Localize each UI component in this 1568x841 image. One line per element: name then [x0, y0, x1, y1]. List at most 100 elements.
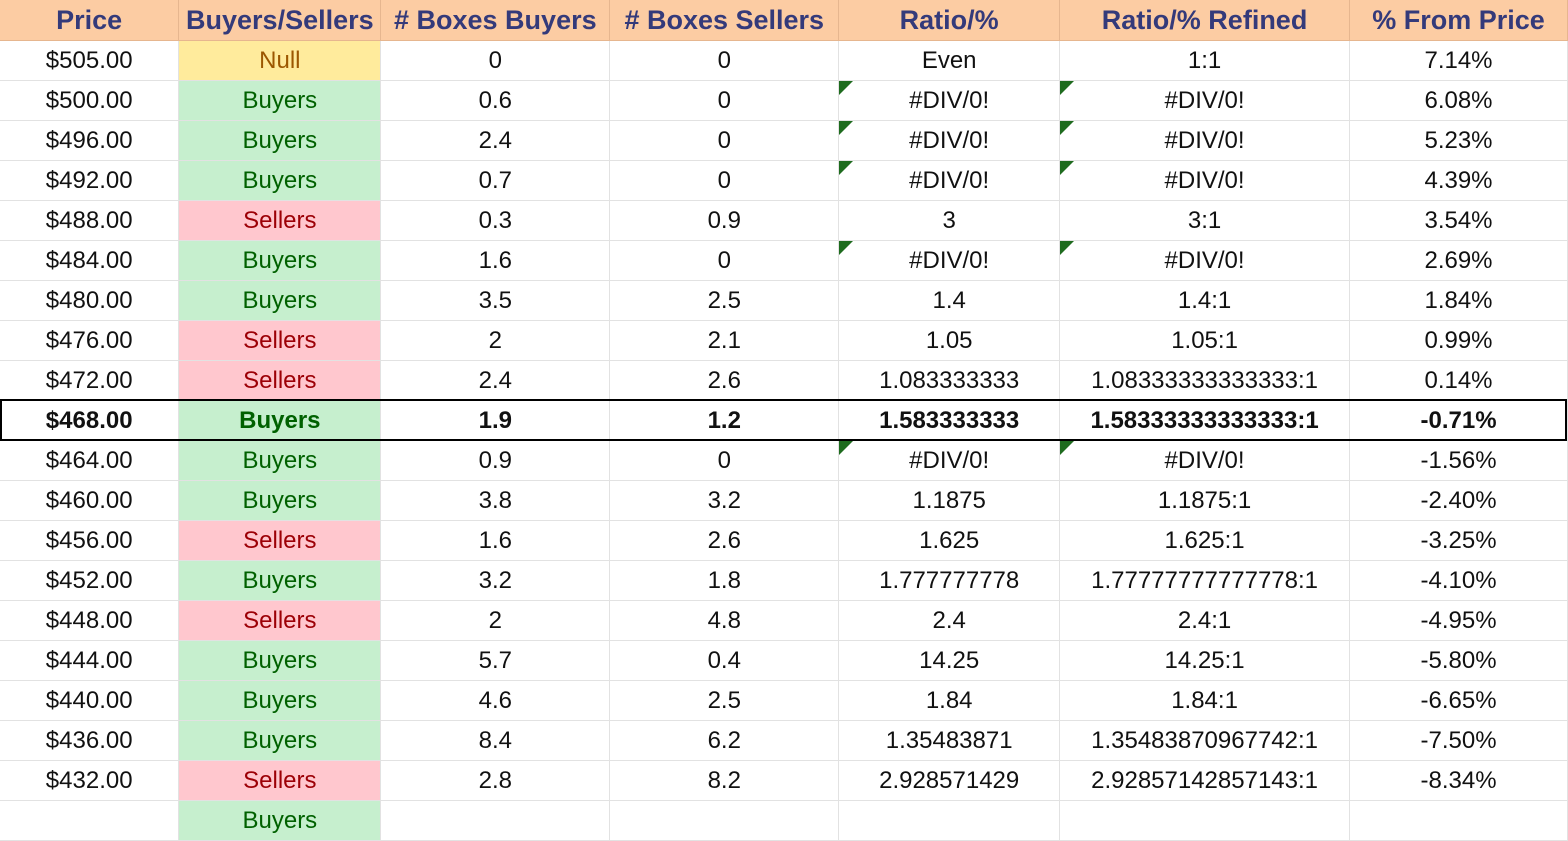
ratio-cell[interactable]: #DIV/0!: [838, 440, 1061, 481]
boxes-buyers-cell[interactable]: 8.4: [380, 720, 611, 761]
price-cell[interactable]: $505.00: [0, 40, 180, 81]
price-cell[interactable]: $492.00: [0, 160, 180, 201]
from-price-cell[interactable]: 0.14%: [1349, 360, 1568, 401]
boxes-sellers-cell[interactable]: 0: [609, 80, 840, 121]
error-indicator-icon[interactable]: [839, 81, 854, 95]
ratio-refined-cell[interactable]: [1059, 800, 1351, 841]
boxes-sellers-cell[interactable]: 2.5: [609, 680, 840, 721]
boxes-buyers-cell[interactable]: 2.4: [380, 360, 611, 401]
error-indicator-icon[interactable]: [1060, 441, 1075, 455]
ratio-refined-cell[interactable]: 1.35483870967742:1: [1059, 720, 1351, 761]
boxes-buyers-cell[interactable]: 1.6: [380, 240, 611, 281]
price-cell[interactable]: $472.00: [0, 360, 180, 401]
ratio-cell[interactable]: #DIV/0!: [838, 240, 1061, 281]
price-cell[interactable]: $476.00: [0, 320, 180, 361]
boxes-sellers-cell[interactable]: 2.1: [609, 320, 840, 361]
buyers-sellers-cell[interactable]: Buyers: [178, 120, 382, 161]
ratio-cell[interactable]: 2.4: [838, 600, 1061, 641]
buyers-sellers-cell[interactable]: Buyers: [178, 560, 382, 601]
buyers-sellers-cell[interactable]: Buyers: [178, 160, 382, 201]
from-price-cell[interactable]: -8.34%: [1349, 760, 1568, 801]
from-price-cell[interactable]: 3.54%: [1349, 200, 1568, 241]
error-indicator-icon[interactable]: [839, 161, 854, 175]
buyers-sellers-cell[interactable]: Sellers: [178, 360, 382, 401]
buyers-sellers-cell[interactable]: Buyers: [178, 640, 382, 681]
ratio-refined-cell[interactable]: #DIV/0!: [1059, 80, 1351, 121]
ratio-cell[interactable]: 2.928571429: [838, 760, 1061, 801]
ratio-refined-cell[interactable]: #DIV/0!: [1059, 440, 1351, 481]
from-price-cell[interactable]: 6.08%: [1349, 80, 1568, 121]
ratio-refined-cell[interactable]: 2.92857142857143:1: [1059, 760, 1351, 801]
ratio-refined-cell[interactable]: 14.25:1: [1059, 640, 1351, 681]
column-header-price[interactable]: Price: [0, 0, 180, 41]
boxes-sellers-cell[interactable]: 0: [609, 440, 840, 481]
ratio-cell[interactable]: 1.35483871: [838, 720, 1061, 761]
buyers-sellers-cell[interactable]: Null: [178, 40, 382, 81]
boxes-buyers-cell[interactable]: 4.6: [380, 680, 611, 721]
from-price-cell[interactable]: 4.39%: [1349, 160, 1568, 201]
boxes-buyers-cell[interactable]: 1.9: [380, 400, 611, 441]
ratio-cell[interactable]: 1.583333333: [838, 400, 1061, 441]
from-price-cell[interactable]: -4.10%: [1349, 560, 1568, 601]
price-cell[interactable]: $480.00: [0, 280, 180, 321]
buyers-sellers-cell[interactable]: Buyers: [178, 800, 382, 841]
price-cell[interactable]: $488.00: [0, 200, 180, 241]
boxes-sellers-cell[interactable]: 2.6: [609, 360, 840, 401]
price-cell[interactable]: $500.00: [0, 80, 180, 121]
buyers-sellers-cell[interactable]: Buyers: [178, 480, 382, 521]
boxes-buyers-cell[interactable]: 1.6: [380, 520, 611, 561]
error-indicator-icon[interactable]: [1060, 161, 1075, 175]
boxes-buyers-cell[interactable]: 2.4: [380, 120, 611, 161]
from-price-cell[interactable]: -6.65%: [1349, 680, 1568, 721]
boxes-sellers-cell[interactable]: 3.2: [609, 480, 840, 521]
buyers-sellers-cell[interactable]: Sellers: [178, 760, 382, 801]
ratio-refined-cell[interactable]: 1:1: [1059, 40, 1351, 81]
ratio-cell[interactable]: 3: [838, 200, 1061, 241]
boxes-sellers-cell[interactable]: 0.9: [609, 200, 840, 241]
ratio-refined-cell[interactable]: 1.84:1: [1059, 680, 1351, 721]
boxes-sellers-cell[interactable]: 0.4: [609, 640, 840, 681]
price-cell[interactable]: $448.00: [0, 600, 180, 641]
ratio-refined-cell[interactable]: 1.1875:1: [1059, 480, 1351, 521]
boxes-buyers-cell[interactable]: 0.3: [380, 200, 611, 241]
price-cell[interactable]: $452.00: [0, 560, 180, 601]
buyers-sellers-cell[interactable]: Buyers: [178, 720, 382, 761]
ratio-refined-cell[interactable]: 2.4:1: [1059, 600, 1351, 641]
from-price-cell[interactable]: -0.71%: [1349, 400, 1568, 441]
ratio-refined-cell[interactable]: 1.08333333333333:1: [1059, 360, 1351, 401]
ratio-cell[interactable]: [838, 800, 1061, 841]
ratio-cell[interactable]: 1.777777778: [838, 560, 1061, 601]
from-price-cell[interactable]: -5.80%: [1349, 640, 1568, 681]
boxes-buyers-cell[interactable]: 0.9: [380, 440, 611, 481]
ratio-cell[interactable]: 1.625: [838, 520, 1061, 561]
price-cell[interactable]: [0, 800, 180, 841]
column-header-ratio-refined[interactable]: Ratio/% Refined: [1059, 0, 1351, 41]
ratio-cell[interactable]: Even: [838, 40, 1061, 81]
from-price-cell[interactable]: 0.99%: [1349, 320, 1568, 361]
boxes-sellers-cell[interactable]: 8.2: [609, 760, 840, 801]
from-price-cell[interactable]: 5.23%: [1349, 120, 1568, 161]
column-header-from-price[interactable]: % From Price: [1349, 0, 1568, 41]
ratio-cell[interactable]: 14.25: [838, 640, 1061, 681]
boxes-sellers-cell[interactable]: 0: [609, 120, 840, 161]
ratio-cell[interactable]: #DIV/0!: [838, 160, 1061, 201]
from-price-cell[interactable]: [1349, 800, 1568, 841]
buyers-sellers-cell[interactable]: Buyers: [178, 80, 382, 121]
buyers-sellers-cell[interactable]: Buyers: [178, 680, 382, 721]
ratio-refined-cell[interactable]: 1.05:1: [1059, 320, 1351, 361]
ratio-refined-cell[interactable]: #DIV/0!: [1059, 120, 1351, 161]
from-price-cell[interactable]: 1.84%: [1349, 280, 1568, 321]
boxes-buyers-cell[interactable]: 2.8: [380, 760, 611, 801]
from-price-cell[interactable]: -7.50%: [1349, 720, 1568, 761]
price-cell[interactable]: $432.00: [0, 760, 180, 801]
boxes-sellers-cell[interactable]: [609, 800, 840, 841]
ratio-refined-cell[interactable]: 1.625:1: [1059, 520, 1351, 561]
ratio-cell[interactable]: #DIV/0!: [838, 80, 1061, 121]
from-price-cell[interactable]: -2.40%: [1349, 480, 1568, 521]
error-indicator-icon[interactable]: [839, 441, 854, 455]
boxes-sellers-cell[interactable]: 1.8: [609, 560, 840, 601]
column-header-ratio[interactable]: Ratio/%: [838, 0, 1061, 41]
buyers-sellers-cell[interactable]: Sellers: [178, 320, 382, 361]
boxes-buyers-cell[interactable]: 0: [380, 40, 611, 81]
buyers-sellers-cell[interactable]: Sellers: [178, 200, 382, 241]
